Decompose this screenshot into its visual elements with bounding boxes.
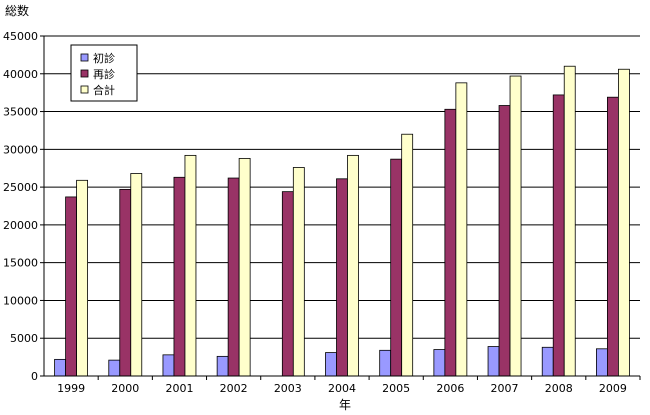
legend-swatch (80, 69, 89, 78)
bar-合計-1999 (76, 179, 88, 377)
legend-swatch (80, 53, 89, 62)
bar-再診-2007 (498, 105, 511, 377)
bar-初診-2007 (487, 346, 500, 377)
bar-合計-2006 (455, 82, 468, 377)
bar-再診-2000 (119, 188, 132, 377)
x-tick-label: 2003 (274, 382, 302, 395)
y-tick-label: 5000 (10, 332, 38, 345)
x-tick-label: 1999 (57, 382, 85, 395)
bar-初診-2008 (541, 346, 554, 377)
x-tick-label: 2006 (436, 382, 464, 395)
y-tick-label: 0 (31, 370, 38, 383)
bar-初診-2002 (216, 355, 229, 377)
y-axis-label: 総数 (5, 3, 29, 18)
x-tick-label: 2001 (165, 382, 193, 395)
bar-再診-2001 (173, 176, 186, 377)
x-tick-label: 2002 (220, 382, 248, 395)
y-tick-label: 40000 (3, 68, 38, 81)
y-tick-label: 30000 (3, 143, 38, 156)
bar-初診-2006 (433, 349, 446, 377)
legend-swatch (80, 85, 89, 94)
bar-再診-2009 (607, 96, 619, 377)
y-tick-label: 15000 (3, 257, 38, 270)
bar-再診-2006 (444, 108, 457, 377)
bar-再診-2004 (336, 178, 348, 377)
bar-初診-2009 (596, 348, 608, 377)
bar-合計-2001 (184, 154, 197, 377)
y-tick-label: 10000 (3, 294, 38, 307)
x-tick-label: 2007 (491, 382, 519, 395)
x-tick-label: 2009 (599, 382, 627, 395)
legend-label: 合計 (93, 83, 115, 97)
axes: 0 5000 10000 15000 20000 25000 30000 35000 40000… (3, 30, 641, 395)
bar-初診-1999 (54, 358, 66, 377)
bar-合計-2003 (292, 167, 305, 377)
legend-label: 再診 (93, 67, 115, 81)
bar-初診-2005 (379, 349, 392, 377)
bar-再診-1999 (65, 196, 77, 377)
x-tick-label: 2004 (328, 382, 356, 395)
x-tick-label: 2005 (382, 382, 410, 395)
y-tick-label: 35000 (3, 106, 38, 119)
bar-初診-2001 (162, 354, 175, 377)
legend-label: 初診 (93, 51, 115, 65)
bar-合計-2005 (401, 133, 414, 377)
bar-初診-2004 (325, 352, 337, 377)
y-tick-label: 20000 (3, 219, 38, 232)
bar-合計-2008 (563, 65, 576, 377)
bar-再診-2002 (227, 177, 240, 377)
y-tick-label: 25000 (3, 181, 38, 194)
bar-合計-2000 (130, 173, 143, 377)
bars (54, 65, 630, 377)
bar-合計-2004 (347, 154, 359, 377)
bar-初診-2000 (108, 359, 121, 377)
x-tick-label: 2000 (111, 382, 139, 395)
bar-合計-2009 (618, 68, 630, 377)
x-axis-label: 年 (339, 398, 351, 412)
bar-再診-2008 (552, 94, 565, 377)
bar-合計-2002 (238, 157, 251, 377)
bar-再診-2003 (281, 191, 294, 377)
bar-再診-2005 (390, 158, 403, 377)
y-tick-label: 45000 (3, 30, 38, 43)
bar-合計-2007 (509, 75, 522, 377)
x-tick-label: 2008 (545, 382, 573, 395)
